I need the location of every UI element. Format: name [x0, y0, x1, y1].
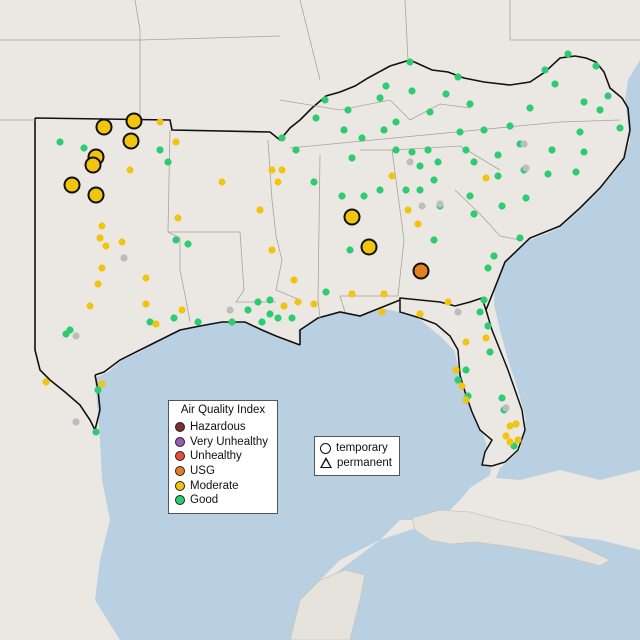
swatch-very-unhealthy: [175, 436, 185, 447]
aqi-legend: Air Quality Index Hazardous Very Unhealt…: [168, 400, 278, 514]
legend-item-good: Good: [175, 493, 271, 508]
swatch-hazardous: [175, 422, 185, 433]
legend-item-unhealthy: Unhealthy: [175, 449, 271, 464]
atlantic-ocean: [494, 60, 640, 480]
moderate-monitors[interactable]: [42, 118, 522, 446]
good-monitors[interactable]: [56, 50, 624, 450]
legend-item-moderate: Moderate: [175, 478, 271, 493]
legend-item-hazardous: Hazardous: [175, 420, 271, 435]
legend-title: Air Quality Index: [180, 404, 266, 416]
no-data-monitors: [72, 140, 530, 426]
monitor-type-legend: temporary permanent: [314, 436, 400, 476]
gulf-of-mexico: [95, 308, 492, 640]
southeast-region-outline: [34, 55, 631, 433]
legend-item-permanent: permanent: [320, 456, 394, 471]
legend-item-usg: USG: [175, 464, 271, 479]
usg-monitors[interactable]: [412, 262, 430, 280]
circle-icon: [320, 442, 331, 454]
legend-item-very-unhealthy: Very Unhealthy: [175, 435, 271, 450]
florida-peninsula: [399, 297, 526, 467]
moderate-large-monitors[interactable]: [63, 112, 378, 256]
swatch-moderate: [175, 480, 185, 491]
triangle-icon: [320, 457, 332, 469]
legend-item-temporary: temporary: [320, 441, 394, 456]
state-borders: [0, 0, 640, 323]
cuba-island: [411, 509, 611, 567]
swatch-good: [175, 495, 185, 506]
swatch-unhealthy: [175, 451, 185, 462]
swatch-usg: [175, 466, 185, 477]
yucatan-peninsula: [289, 569, 366, 640]
